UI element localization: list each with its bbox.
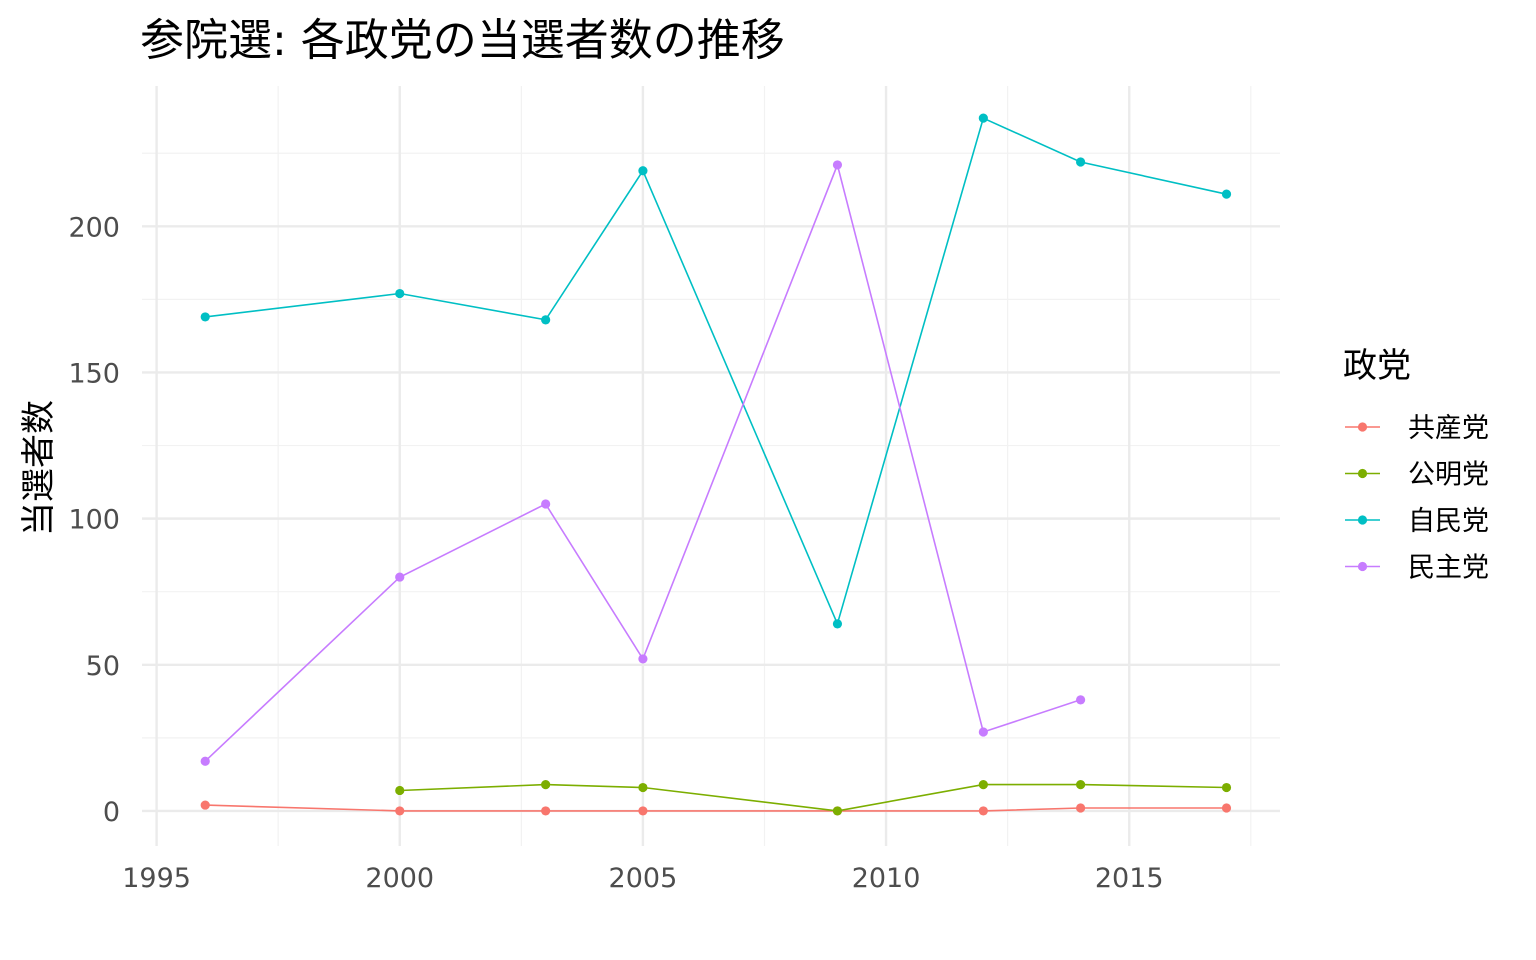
data-point — [832, 160, 843, 170]
data-point — [1076, 780, 1086, 790]
legend-item: 自民党 — [1345, 506, 1489, 537]
series-layer — [200, 113, 1232, 816]
chart-title: 参院選: 各政党の当選者数の推移 — [140, 15, 785, 66]
legend-key-point — [1357, 422, 1368, 432]
data-point — [638, 166, 648, 176]
x-tick-label: 2015 — [1095, 863, 1164, 894]
data-point — [1076, 803, 1086, 813]
legend-key-point — [1357, 561, 1368, 572]
legend-item: 民主党 — [1345, 553, 1489, 584]
data-point — [1221, 782, 1232, 793]
series-民主党 — [200, 160, 1086, 766]
x-tick-label: 2005 — [609, 863, 678, 894]
data-point — [200, 800, 210, 810]
legend-key-point — [1357, 468, 1368, 479]
series-自民党 — [200, 113, 1232, 629]
data-point — [1076, 157, 1086, 167]
y-tick-label: 150 — [68, 358, 120, 389]
y-tick-label: 50 — [86, 651, 120, 682]
data-point — [541, 315, 551, 325]
data-point — [978, 727, 988, 737]
data-point — [978, 806, 988, 816]
series-line — [205, 804, 1227, 812]
data-point — [395, 806, 405, 816]
data-point — [541, 780, 551, 790]
legend-label: 自民党 — [1408, 506, 1489, 537]
data-point — [541, 806, 551, 816]
y-tick-label: 0 — [103, 797, 120, 828]
y-tick-label: 200 — [68, 212, 120, 243]
data-point — [395, 572, 405, 582]
legend-title: 政党 — [1343, 346, 1411, 386]
x-tick-label: 2010 — [852, 863, 921, 894]
data-point — [638, 782, 648, 793]
legend-item: 公明党 — [1345, 460, 1489, 491]
data-point — [395, 785, 405, 796]
series-共産党 — [200, 800, 1232, 816]
data-point — [978, 113, 988, 123]
data-point — [978, 780, 988, 790]
x-tick-label: 1995 — [122, 863, 191, 894]
legend-key-point — [1357, 515, 1368, 525]
legend-item: 共産党 — [1345, 413, 1489, 444]
y-tick-label: 100 — [68, 505, 120, 536]
data-point — [638, 806, 648, 816]
series-line — [205, 117, 1227, 627]
legend-label: 民主党 — [1408, 553, 1489, 584]
data-point — [1221, 189, 1232, 199]
grid — [142, 86, 1280, 846]
x-tick-label: 2000 — [365, 863, 434, 894]
data-point — [541, 499, 551, 509]
axis-ticks: 1995 2000 2005 2010 2015 0 50 100 150 200 — [68, 212, 1163, 894]
data-point — [200, 756, 210, 766]
legend-label: 公明党 — [1408, 460, 1489, 491]
data-point — [832, 619, 843, 629]
data-point — [395, 288, 405, 299]
data-point — [1076, 695, 1086, 705]
series-line — [399, 783, 1227, 812]
y-axis-title: 当選者数 — [19, 400, 59, 536]
data-point — [200, 312, 210, 322]
data-point — [1221, 803, 1232, 813]
data-point — [832, 806, 843, 816]
data-point — [638, 654, 648, 664]
series-公明党 — [395, 780, 1232, 816]
legend-label: 共産党 — [1408, 413, 1489, 444]
